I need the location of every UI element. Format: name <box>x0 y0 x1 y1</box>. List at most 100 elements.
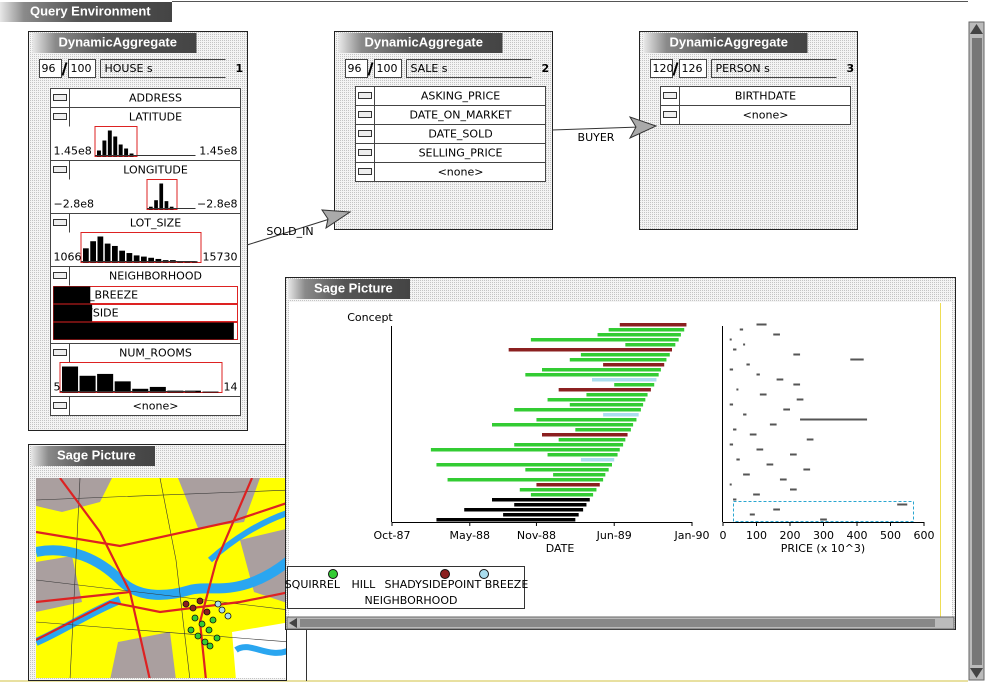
scroll-up[interactable] <box>970 24 983 34</box>
interval-bar <box>592 378 657 382</box>
x-axis-label: DATE <box>546 542 575 555</box>
price-range <box>776 378 784 381</box>
item-selected <box>53 322 234 340</box>
window-tab <box>288 279 410 299</box>
attribute-button[interactable] <box>53 272 67 279</box>
count-box <box>345 59 368 78</box>
scroll-left[interactable] <box>289 618 297 628</box>
price-range <box>773 333 780 336</box>
house-dot <box>191 614 199 622</box>
attribute-button[interactable] <box>663 92 677 99</box>
attribute-name[interactable]: ASKING_PRICE <box>421 90 500 103</box>
count-box <box>68 59 96 78</box>
attribute-button[interactable] <box>358 168 372 175</box>
attribute-name[interactable]: SELLING_PRICE <box>419 147 503 160</box>
interval-bar <box>569 358 667 362</box>
interval-bar <box>492 423 634 427</box>
interval-bar <box>530 338 679 342</box>
price-range <box>756 323 767 326</box>
attribute-name[interactable]: ADDRESS <box>129 92 182 105</box>
attribute-name[interactable]: NUM_ROOMS <box>119 347 192 360</box>
price-range <box>749 433 757 436</box>
attribute-button[interactable] <box>358 149 372 156</box>
attribute-name[interactable]: LONGITUDE <box>123 164 188 177</box>
price-range <box>733 498 737 501</box>
interval-bar <box>447 478 604 482</box>
h-scrollbar[interactable] <box>286 616 955 630</box>
attribute-name[interactable]: LATITUDE <box>129 111 182 124</box>
attribute-name[interactable]: DATE_ON_MARKET <box>409 109 511 122</box>
legend-marker <box>479 569 489 579</box>
x-tick-label: May-88 <box>450 529 491 542</box>
panel-tab <box>338 33 503 53</box>
attribute-button[interactable] <box>358 111 372 118</box>
histogram-bar <box>114 381 131 393</box>
count-box <box>679 59 707 78</box>
price-range <box>729 443 734 446</box>
link-line <box>246 216 337 246</box>
panel-tab <box>32 33 197 53</box>
house-dot <box>224 612 232 620</box>
range-max: 14 <box>224 381 238 394</box>
histogram-bar <box>155 258 162 263</box>
attribute-name[interactable]: BIRTHDATE <box>735 90 796 103</box>
scroll-down[interactable] <box>970 668 983 678</box>
attribute-button[interactable] <box>53 402 67 409</box>
window-title: Sage Picture <box>57 447 136 462</box>
price-range <box>729 368 734 371</box>
price-range <box>766 463 774 466</box>
attribute-button[interactable] <box>358 130 372 137</box>
interval-bar <box>430 448 620 452</box>
interval-bar <box>514 503 587 507</box>
separator-slash <box>672 62 679 76</box>
attribute-name[interactable]: <none> <box>743 109 789 122</box>
scrollbar[interactable] <box>968 21 985 681</box>
attribute-button[interactable] <box>358 92 372 99</box>
attribute-button[interactable] <box>53 113 67 120</box>
legend-marker <box>328 569 338 579</box>
interval-bar <box>597 333 681 337</box>
scroll-thumb[interactable] <box>972 38 982 665</box>
item-name[interactable]: SHADYSIDE <box>56 307 119 320</box>
entity-field <box>100 59 226 78</box>
interval-bar <box>603 363 665 367</box>
item-name[interactable]: POINT_BREEZE <box>56 289 139 302</box>
attribute-name[interactable]: <none> <box>438 166 484 179</box>
interval-bar <box>464 508 584 512</box>
price-range <box>820 518 827 521</box>
house-dot <box>196 597 204 605</box>
price-range <box>759 393 767 396</box>
link-line <box>551 126 641 131</box>
attribute-button[interactable] <box>53 349 67 356</box>
total-count: 100 <box>71 62 92 75</box>
item-name[interactable]: SQUIRREL_HILL <box>56 325 141 338</box>
histogram-bar <box>79 375 96 393</box>
item-selected <box>53 304 93 322</box>
legend-label: SQUIRREL HILL <box>285 578 376 591</box>
interval-bar <box>586 393 648 397</box>
range-min: 1066 <box>54 251 82 264</box>
attribute-button[interactable] <box>663 111 677 118</box>
x-tick-label: 0 <box>720 529 727 542</box>
scroll-thumb[interactable] <box>300 619 935 627</box>
legend-title: NEIGHBORHOOD <box>365 594 458 607</box>
attribute-name[interactable]: DATE_SOLD <box>428 128 492 141</box>
attribute-button[interactable] <box>53 166 67 173</box>
attribute-name[interactable]: LOT_SIZE <box>130 217 181 230</box>
x-tick-label: 400 <box>847 529 868 542</box>
attribute-name[interactable]: <none> <box>133 400 179 413</box>
item-name-selected: SQUIRREL_HILL <box>56 325 141 338</box>
item-name-selected: SHADYSIDE <box>56 307 119 320</box>
total-count: 126 <box>682 62 703 75</box>
price-range <box>729 338 732 341</box>
attribute-button[interactable] <box>53 219 67 226</box>
separator-slash <box>61 62 68 76</box>
entity-field <box>406 59 532 78</box>
attribute-name[interactable]: NEIGHBORHOOD <box>109 270 202 283</box>
histogram-bar <box>112 245 118 263</box>
house-dot <box>205 626 213 634</box>
attribute-button[interactable] <box>53 94 67 101</box>
interval-bar <box>558 388 651 392</box>
histogram-bar <box>97 373 114 393</box>
